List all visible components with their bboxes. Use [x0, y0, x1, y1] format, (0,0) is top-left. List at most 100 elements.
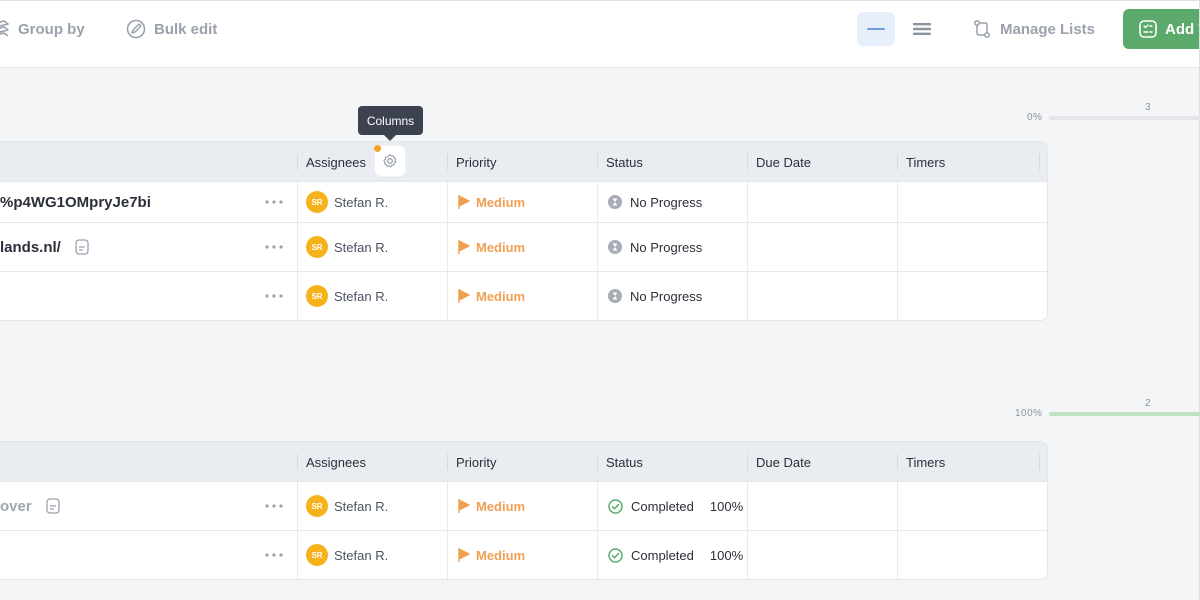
task-name-cell[interactable]: lands.nl/	[0, 223, 89, 271]
row-menu-button[interactable]	[265, 272, 283, 320]
priority-label: Medium	[476, 288, 526, 304]
assignee-cell[interactable]: SR Stefan R.	[297, 482, 447, 530]
group-by-label: Group by	[18, 20, 85, 38]
task-name-cell[interactable]: over	[0, 482, 60, 530]
status-label: Completed	[631, 547, 694, 563]
assignee-name: Stefan R.	[334, 498, 389, 514]
task-table: Assignees Priority Status Due Date Timer…	[0, 441, 1048, 580]
priority-cell[interactable]: Medium	[447, 223, 597, 271]
more-dots-icon	[265, 245, 283, 249]
column-divider	[747, 154, 748, 170]
manage-lists-button[interactable]: Manage Lists	[972, 18, 1095, 40]
priority-label: Medium	[476, 239, 526, 255]
table-row[interactable]: over SR Stefan R. Medium Completed 100%	[0, 482, 1047, 531]
column-header-timers[interactable]: Timers	[906, 154, 946, 170]
table-row[interactable]: lands.nl/ SR Stefan R. Medium No Progres…	[0, 223, 1047, 272]
priority-cell[interactable]: Medium	[447, 531, 597, 579]
toolbar: Group by Bulk edit Manage Lists Add T	[0, 0, 1200, 68]
progress-percent: 100%	[1015, 408, 1043, 419]
status-cell[interactable]: Completed 100%	[597, 531, 747, 579]
assignee-cell[interactable]: SR Stefan R.	[297, 223, 447, 271]
priority-cell[interactable]: Medium	[447, 272, 597, 320]
table-row[interactable]: SR Stefan R. Medium No Progress	[0, 272, 1047, 320]
flag-icon	[458, 289, 470, 303]
column-header-assignees[interactable]: Assignees	[306, 154, 366, 170]
priority-label: Medium	[476, 547, 526, 563]
tooltip-text: Columns	[366, 113, 415, 128]
row-menu-button[interactable]	[265, 182, 283, 222]
row-menu-button[interactable]	[265, 223, 283, 271]
status-label: Completed	[631, 498, 694, 514]
column-header-due-date[interactable]: Due Date	[756, 154, 811, 170]
task-name-cell[interactable]: %p4WG1OMpryJe7bi	[0, 182, 151, 222]
status-label: No Progress	[630, 194, 703, 210]
add-task-button[interactable]: Add T	[1123, 9, 1200, 49]
due-date-cell[interactable]	[747, 182, 897, 222]
column-header-status[interactable]: Status	[606, 154, 643, 170]
progress-fill	[1049, 412, 1200, 416]
due-date-cell[interactable]	[747, 531, 897, 579]
status-cell[interactable]: No Progress	[597, 223, 747, 271]
row-menu-button[interactable]	[265, 482, 283, 530]
status-cell[interactable]: No Progress	[597, 182, 747, 222]
task-name[interactable]: over	[0, 497, 32, 515]
status-cell[interactable]: No Progress	[597, 272, 747, 320]
group-by-button[interactable]: Group by	[0, 18, 85, 40]
column-header-assignees[interactable]: Assignees	[306, 454, 366, 470]
task-name[interactable]: %p4WG1OMpryJe7bi	[0, 193, 151, 211]
avatar: SR	[306, 544, 328, 566]
column-settings-button[interactable]	[375, 146, 405, 176]
add-task-label: Add T	[1165, 20, 1200, 38]
note-icon	[46, 498, 60, 514]
check-circle-icon	[608, 498, 623, 514]
table-row[interactable]: SR Stefan R. Medium Completed 100%	[0, 531, 1047, 579]
due-date-cell[interactable]	[747, 482, 897, 530]
status-label: No Progress	[630, 288, 703, 304]
table-row[interactable]: %p4WG1OMpryJe7bi SR Stefan R. Medium No …	[0, 182, 1047, 223]
priority-cell[interactable]: Medium	[447, 182, 597, 222]
manage-lists-icon	[974, 20, 990, 38]
assignee-cell[interactable]: SR Stefan R.	[297, 272, 447, 320]
column-header-priority[interactable]: Priority	[456, 454, 497, 470]
list-view-icon	[867, 28, 885, 30]
column-header-due-date[interactable]: Due Date	[756, 454, 811, 470]
compact-view-button[interactable]	[903, 12, 941, 46]
avatar: SR	[306, 191, 328, 213]
group-progress: 2 100%	[1010, 398, 1200, 419]
assignee-name: Stefan R.	[334, 547, 389, 563]
assignee-name: Stefan R.	[334, 194, 389, 210]
priority-cell[interactable]: Medium	[447, 482, 597, 530]
status-percent: 100%	[709, 498, 744, 514]
timers-cell[interactable]	[897, 531, 1047, 579]
assignee-name: Stefan R.	[334, 288, 389, 304]
bulk-edit-label: Bulk edit	[154, 20, 218, 38]
due-date-cell[interactable]	[747, 223, 897, 271]
edit-icon	[126, 19, 146, 39]
column-header-timers[interactable]: Timers	[906, 454, 946, 470]
column-divider	[1039, 154, 1040, 170]
column-header-priority[interactable]: Priority	[456, 154, 497, 170]
due-date-cell[interactable]	[747, 272, 897, 320]
timers-cell[interactable]	[897, 482, 1047, 530]
task-count: 2	[1145, 398, 1151, 409]
timers-cell[interactable]	[897, 182, 1047, 222]
assignee-cell[interactable]: SR Stefan R.	[297, 531, 447, 579]
column-header-status[interactable]: Status	[606, 454, 643, 470]
check-circle-icon	[608, 547, 623, 563]
task-name[interactable]: lands.nl/	[0, 238, 61, 256]
assignee-cell[interactable]: SR Stefan R.	[297, 182, 447, 222]
group-progress: 3 0%	[1020, 102, 1200, 123]
progress-percent: 0%	[1027, 112, 1043, 123]
list-view-button[interactable]	[857, 12, 895, 46]
row-menu-button[interactable]	[265, 531, 283, 579]
bulk-edit-button[interactable]: Bulk edit	[126, 18, 217, 40]
timers-cell[interactable]	[897, 223, 1047, 271]
add-task-icon	[1139, 20, 1157, 38]
status-label: No Progress	[630, 239, 703, 255]
timers-cell[interactable]	[897, 272, 1047, 320]
status-cell[interactable]: Completed 100%	[597, 482, 747, 530]
column-divider	[447, 454, 448, 470]
more-dots-icon	[265, 200, 283, 204]
gear-icon	[383, 153, 397, 168]
hourglass-icon	[608, 195, 622, 209]
